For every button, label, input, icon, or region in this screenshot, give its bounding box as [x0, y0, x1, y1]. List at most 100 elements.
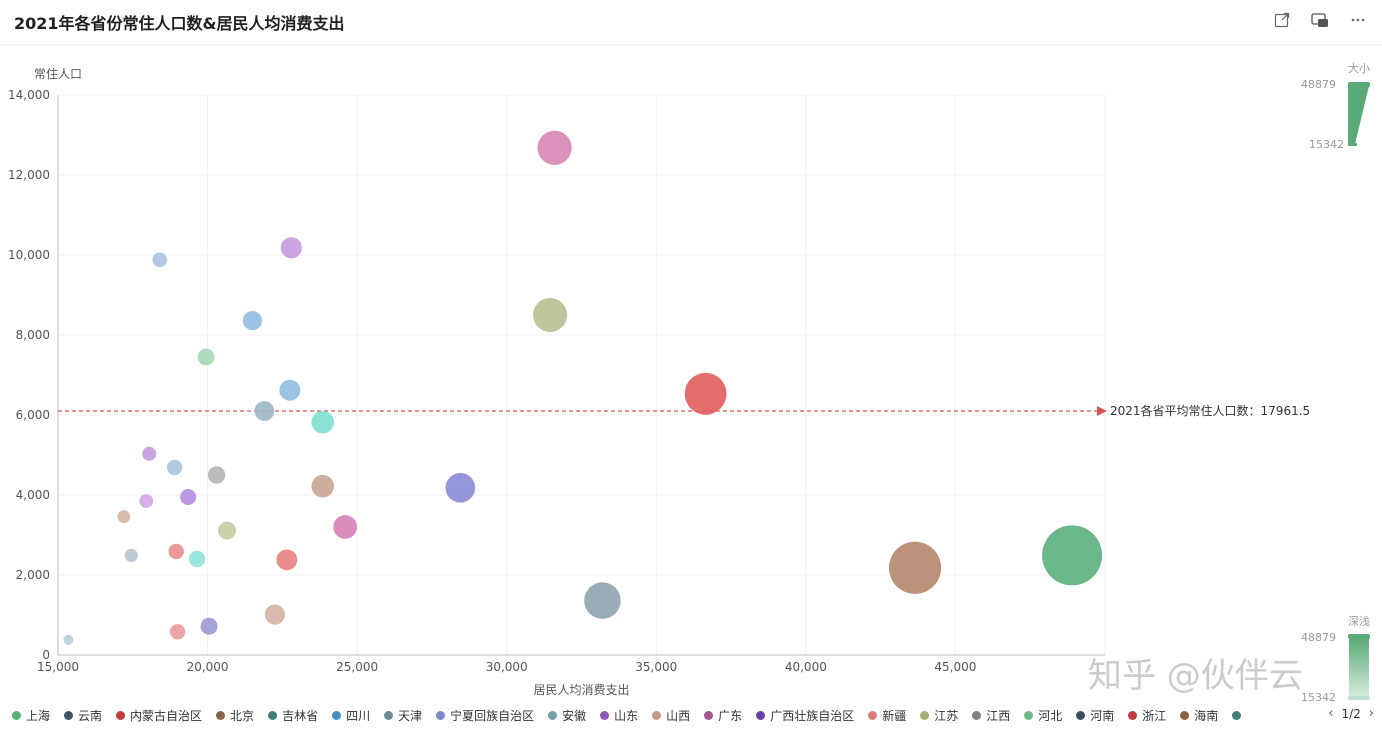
bubble-point[interactable]	[279, 379, 301, 401]
chart-header: 2021年各省份常住人口数&居民人均消费支出	[0, 0, 1382, 45]
x-tick-label: 30,000	[486, 660, 528, 674]
bubble-point[interactable]	[180, 489, 197, 505]
legend-item[interactable]: 河北	[1024, 707, 1062, 724]
legend-item[interactable]: 江苏	[920, 707, 958, 724]
chart-title: 2021年各省份常住人口数&居民人均消费支出	[14, 14, 345, 33]
legend-item[interactable]: 云南	[64, 707, 102, 724]
bubble-point[interactable]	[139, 494, 154, 508]
expand-icon[interactable]	[1272, 10, 1292, 30]
legend-item[interactable]: 吉林省	[268, 707, 318, 724]
legend-label: 河南	[1090, 709, 1115, 723]
bubble-point[interactable]	[218, 521, 237, 540]
legend-label: 浙江	[1142, 709, 1167, 723]
x-axis-label: 居民人均消费支出	[533, 683, 629, 697]
bubble-point[interactable]	[168, 543, 184, 560]
legend-label: 新疆	[882, 709, 907, 723]
legend-item[interactable]: 宁夏回族自治区	[436, 707, 534, 724]
bubble-point[interactable]	[684, 372, 727, 415]
legend-item[interactable]: 浙江	[1128, 707, 1166, 724]
legend-item[interactable]: 新疆	[868, 707, 906, 724]
size-legend-handle-top[interactable]	[1348, 82, 1370, 87]
bubble-point[interactable]	[445, 473, 476, 503]
y-axis-label: 常住人口	[34, 67, 82, 81]
legend-dot	[436, 711, 446, 720]
fullscreen-icon[interactable]	[1310, 10, 1330, 30]
legend-item[interactable]: 江西	[972, 707, 1010, 724]
bubble-point[interactable]	[142, 446, 157, 461]
bubble-point[interactable]	[242, 311, 263, 331]
bubble-point[interactable]	[207, 466, 226, 484]
bubble-point[interactable]	[533, 298, 568, 332]
legend-dot	[920, 711, 930, 720]
legend-dot	[548, 711, 558, 720]
bubble-point[interactable]	[276, 549, 298, 571]
y-tick-label: 10,000	[8, 248, 50, 262]
legend-item[interactable]: 天津	[384, 707, 422, 724]
bubble-point[interactable]	[200, 617, 218, 635]
x-tick-label: 20,000	[187, 660, 229, 674]
bubble-point[interactable]	[888, 541, 942, 594]
size-legend-max: 48879	[1301, 78, 1336, 91]
legend-item[interactable]: 山东	[600, 707, 638, 724]
legend-item[interactable]: 内蒙古自治区	[116, 707, 202, 724]
size-legend-bar[interactable]	[1348, 86, 1369, 144]
legend-item[interactable]: 北京	[216, 707, 254, 724]
legend-dot	[652, 711, 662, 720]
color-legend-handle-top[interactable]	[1348, 634, 1370, 639]
legend-label: 上海	[26, 709, 51, 723]
color-legend-handle-bottom[interactable]	[1348, 696, 1370, 700]
legend-next-icon[interactable]: ›	[1368, 706, 1374, 721]
bubble-point[interactable]	[1042, 525, 1103, 586]
legend-item[interactable]	[1232, 707, 1246, 724]
bubble-point[interactable]	[117, 510, 131, 523]
legend-dot	[1128, 711, 1138, 720]
bubble-point[interactable]	[254, 401, 275, 421]
bubble-point[interactable]	[537, 130, 572, 165]
x-tick-label: 45,000	[934, 660, 976, 674]
color-legend-bar[interactable]	[1349, 638, 1369, 698]
bubble-point[interactable]	[197, 348, 215, 366]
legend-item[interactable]: 山西	[652, 707, 690, 724]
bubble-point[interactable]	[152, 252, 168, 268]
size-legend-min: 15342	[1309, 138, 1344, 151]
bubble-point[interactable]	[311, 410, 335, 434]
legend-item[interactable]: 广西壮族自治区	[756, 707, 854, 724]
y-tick-label: 4,000	[16, 488, 50, 502]
size-legend[interactable]: 大小 48879 15342	[1301, 61, 1370, 151]
color-legend-max: 48879	[1301, 631, 1336, 644]
legend-item[interactable]: 广东	[704, 707, 742, 724]
bubble-point[interactable]	[188, 550, 206, 568]
legend-dot	[12, 711, 21, 720]
legend-item[interactable]: 安徽	[548, 707, 586, 724]
legend-label: 广东	[718, 709, 743, 723]
bubble-point[interactable]	[584, 582, 621, 619]
legend-label: 河北	[1038, 709, 1063, 723]
legend-pager: ‹ 1/2 ›	[1320, 706, 1374, 721]
bubble-point[interactable]	[311, 474, 335, 498]
legend-item[interactable]: 海南	[1180, 707, 1218, 724]
bubble-point[interactable]	[264, 604, 285, 625]
legend-label: 吉林省	[282, 709, 319, 723]
legend-label: 内蒙古自治区	[130, 709, 203, 723]
legend-item[interactable]: 河南	[1076, 707, 1114, 724]
legend-page-indicator: 1/2	[1341, 706, 1361, 721]
series-legend: 上海 云南 内蒙古自治区 北京 吉林省 四川 天津 宁夏回族自治区 安徽 山东 山西 广东 广西壮族自治…	[0, 703, 1382, 729]
color-legend[interactable]: 深浅 48879 15342	[1301, 615, 1370, 703]
bubble-chart: 15,000 20,000 25,000 30,000 35,000 40,000 45,0…	[8, 61, 1370, 703]
bubble-point[interactable]	[333, 515, 358, 539]
legend-prev-icon[interactable]: ‹	[1328, 706, 1334, 721]
bubble-point[interactable]	[280, 237, 302, 259]
x-tick-label: 40,000	[785, 660, 827, 674]
bubble-point[interactable]	[63, 634, 74, 645]
size-legend-handle-bottom[interactable]	[1348, 143, 1357, 146]
more-icon[interactable]	[1348, 10, 1368, 30]
bubble-point[interactable]	[169, 624, 186, 640]
legend-label: 安徽	[562, 709, 587, 723]
legend-dot	[332, 711, 342, 720]
bubble-point[interactable]	[166, 459, 183, 476]
bubble-point[interactable]	[124, 548, 138, 562]
legend-label: 江苏	[934, 709, 959, 723]
legend-item[interactable]: 上海	[12, 707, 50, 724]
y-tick-label: 14,000	[8, 88, 50, 102]
legend-item[interactable]: 四川	[332, 707, 370, 724]
